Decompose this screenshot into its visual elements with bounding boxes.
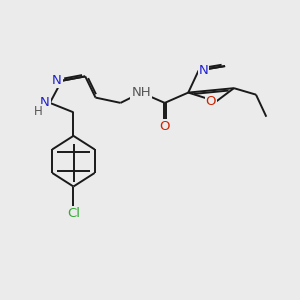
Text: N: N	[199, 64, 208, 77]
Text: N: N	[40, 96, 50, 110]
Text: Cl: Cl	[67, 207, 80, 220]
Text: O: O	[206, 95, 216, 108]
Text: N: N	[52, 74, 62, 87]
Text: NH: NH	[131, 86, 151, 99]
Text: H: H	[34, 105, 43, 118]
Text: O: O	[160, 120, 170, 133]
